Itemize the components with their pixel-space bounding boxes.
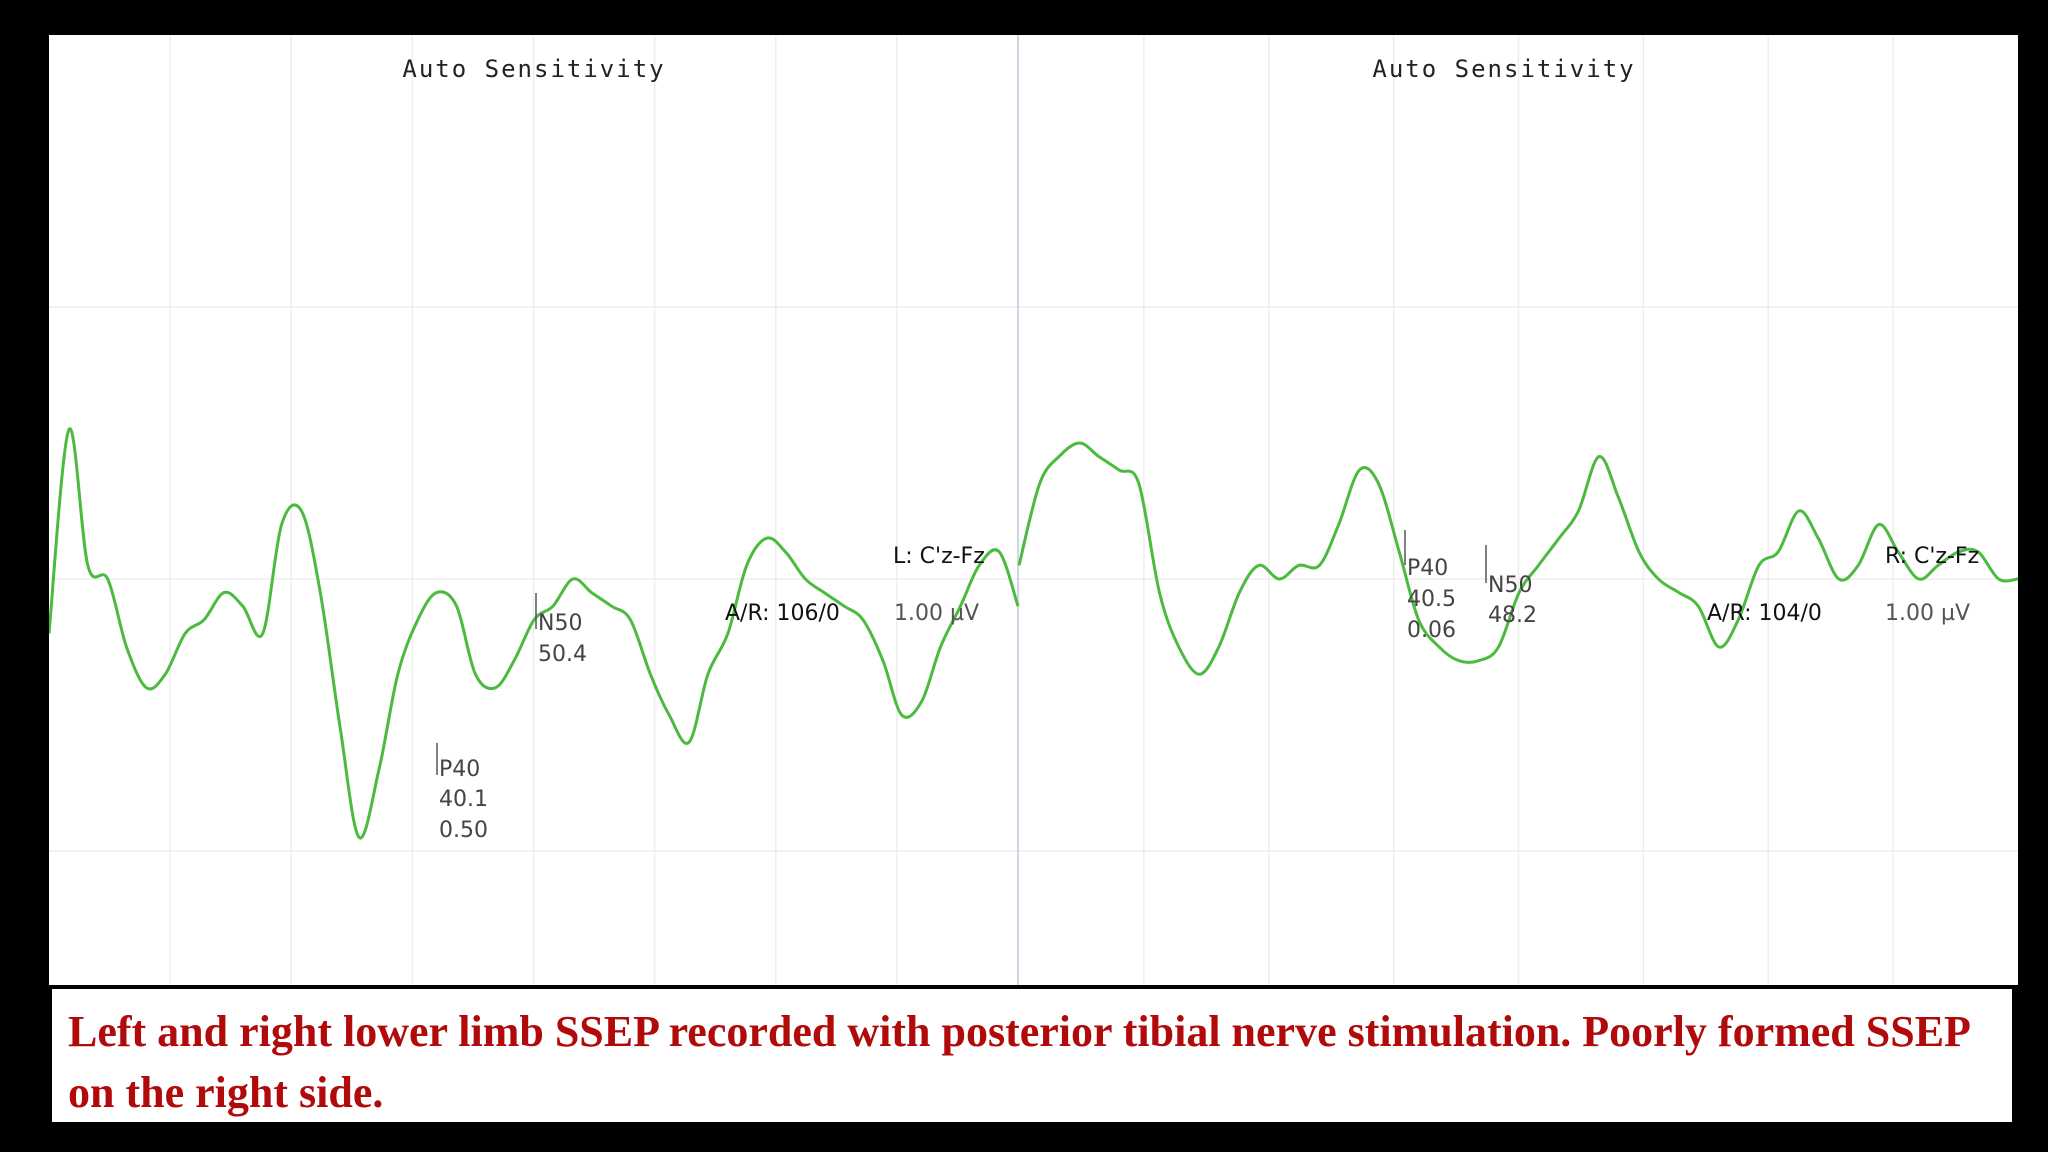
- left-panel: Auto Sensitivity L: C'z-Fz A/R: 106/0 1.…: [49, 55, 1020, 843]
- right-p40-amplitude: 0.06: [1407, 618, 1456, 643]
- left-p40-latency: 40.1: [439, 787, 488, 812]
- right-channel-label: R: C'z-Fz: [1885, 544, 1979, 569]
- right-p40-marker: P40 40.5 0.06: [1404, 530, 1456, 643]
- left-p40-name: P40: [439, 757, 480, 782]
- left-p40-marker: P40 40.1 0.50: [436, 743, 488, 843]
- right-sensitivity-label: 1.00 µV: [1885, 601, 1970, 626]
- right-n50-marker: N50 48.2: [1485, 545, 1537, 628]
- right-panel-title: Auto Sensitivity: [1372, 55, 1635, 83]
- left-p40-amplitude: 0.50: [439, 818, 488, 843]
- left-sensitivity-label: 1.00 µV: [894, 601, 979, 626]
- right-p40-name: P40: [1407, 556, 1448, 581]
- left-panel-title: Auto Sensitivity: [402, 55, 665, 83]
- left-n50-latency: 50.4: [538, 642, 587, 667]
- right-p40-latency: 40.5: [1407, 587, 1456, 612]
- left-n50-name: N50: [538, 611, 582, 636]
- right-ssep-trace: [1017, 441, 2018, 676]
- right-averages-rejects: A/R: 104/0: [1707, 601, 1822, 626]
- right-panel: Auto Sensitivity R: C'z-Fz A/R: 104/0 1.…: [1017, 55, 2018, 676]
- ssep-traces-svg: Auto Sensitivity L: C'z-Fz A/R: 106/0 1.…: [49, 35, 2018, 985]
- grid-lines: [49, 35, 2018, 985]
- figure-caption: Left and right lower limb SSEP recorded …: [68, 1007, 1969, 1117]
- left-ssep-trace: [49, 427, 1020, 840]
- left-channel-label: L: C'z-Fz: [893, 544, 985, 569]
- right-n50-name: N50: [1488, 573, 1532, 598]
- left-averages-rejects: A/R: 106/0: [725, 601, 840, 626]
- figure-caption-box: Left and right lower limb SSEP recorded …: [50, 987, 2014, 1124]
- left-n50-marker: N50 50.4: [535, 593, 587, 667]
- right-n50-latency: 48.2: [1488, 603, 1537, 628]
- ssep-trace-area: Auto Sensitivity L: C'z-Fz A/R: 106/0 1.…: [49, 35, 2018, 985]
